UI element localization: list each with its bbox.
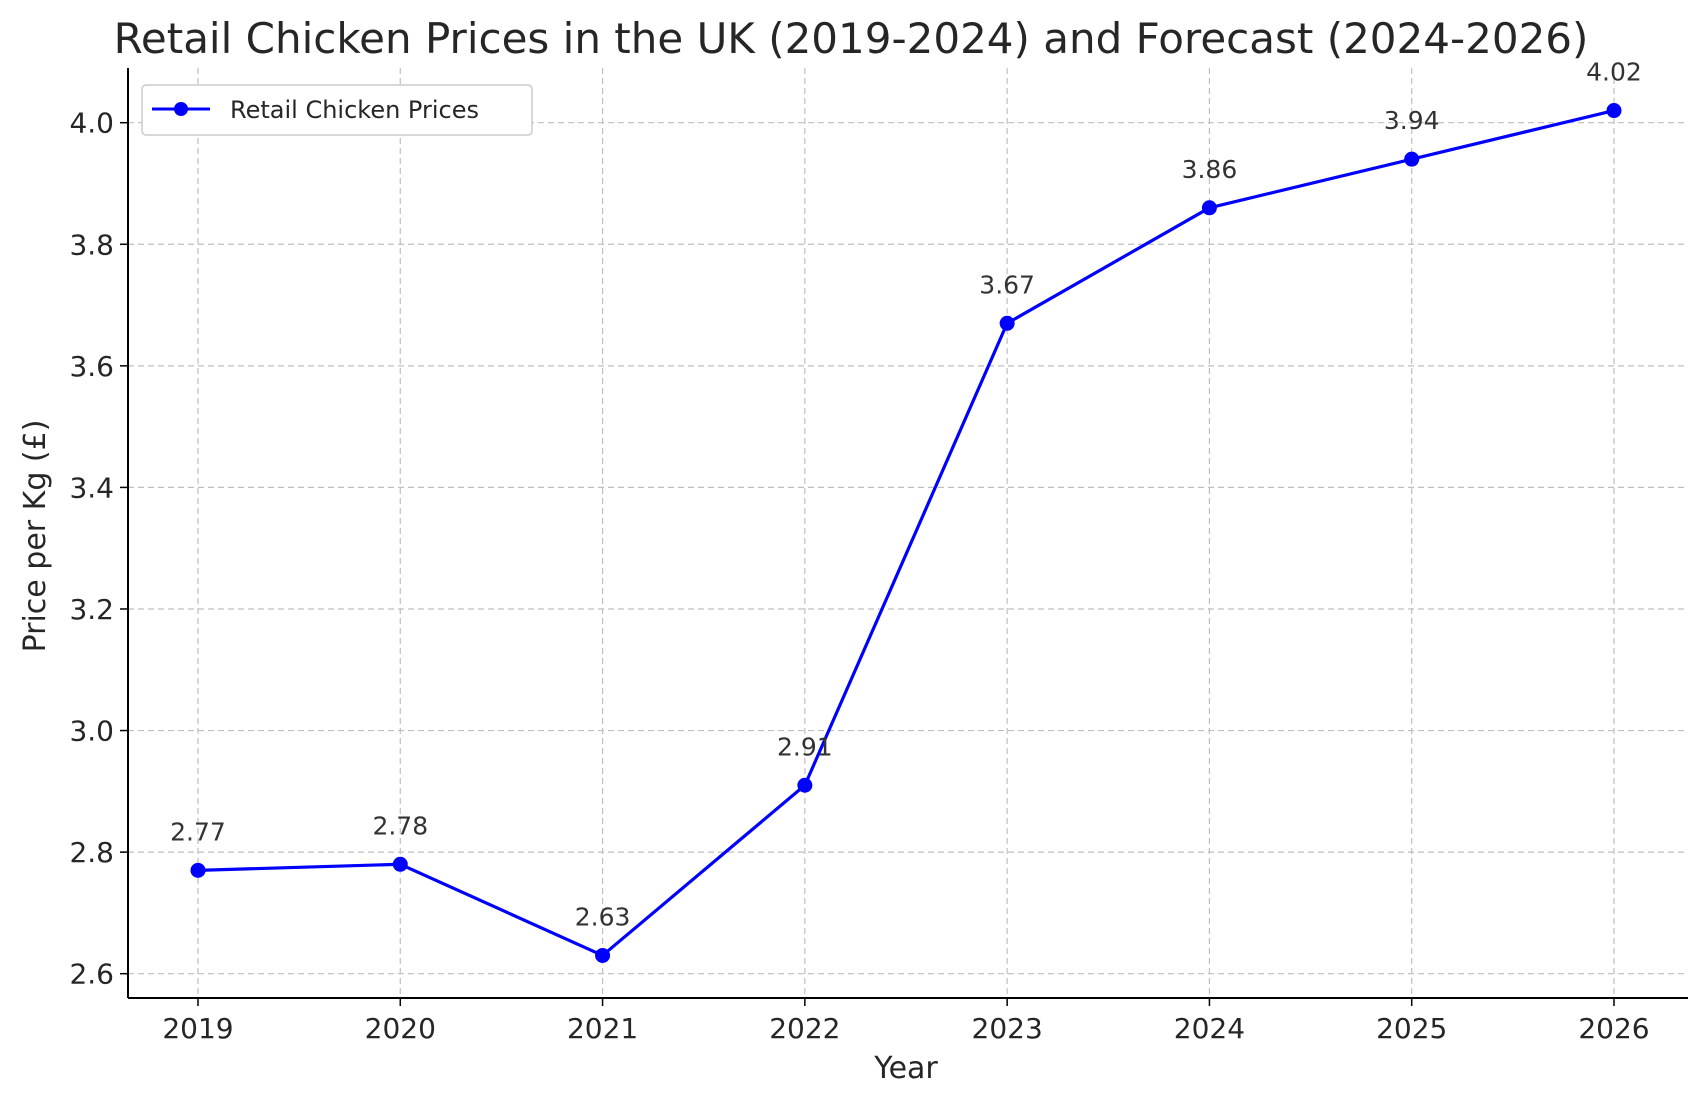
y-tick-label: 3.6 <box>69 350 114 383</box>
data-point <box>797 777 813 793</box>
legend-marker-swatch <box>174 102 188 116</box>
data-label: 3.94 <box>1384 106 1440 135</box>
data-label: 4.02 <box>1586 58 1642 87</box>
x-axis-label: Year <box>873 1051 938 1086</box>
x-tick-label: 2020 <box>365 1012 436 1045</box>
series <box>190 103 1622 963</box>
x-tick-label: 2024 <box>1174 1012 1245 1045</box>
data-labels: 2.77 2.78 2.63 2.91 3.67 3.86 3.94 4.02 <box>170 58 1642 932</box>
legend-label: Retail Chicken Prices <box>230 96 479 124</box>
y-tick-label: 4.0 <box>69 107 114 140</box>
x-tick-label: 2025 <box>1376 1012 1447 1045</box>
data-point <box>1606 103 1622 119</box>
data-label: 2.63 <box>575 902 631 931</box>
x-tick-label: 2022 <box>769 1012 840 1045</box>
y-tick-label: 3.0 <box>69 715 114 748</box>
legend-box <box>141 84 533 136</box>
data-label: 2.91 <box>777 732 833 761</box>
data-point <box>1201 200 1217 216</box>
y-tick-label: 3.2 <box>69 593 114 626</box>
data-point <box>1404 151 1420 167</box>
data-point <box>999 315 1015 331</box>
data-label: 3.67 <box>979 270 1035 299</box>
data-point <box>392 856 408 872</box>
data-label: 2.78 <box>372 811 428 840</box>
data-label: 3.86 <box>1182 155 1238 184</box>
y-tick-label: 2.6 <box>69 958 114 991</box>
axes <box>127 68 1688 999</box>
y-tick-label: 3.8 <box>69 228 114 261</box>
x-tick-label: 2021 <box>567 1012 638 1045</box>
data-label: 2.77 <box>170 817 226 846</box>
data-point <box>190 862 206 878</box>
chart-title: Retail Chicken Prices in the UK (2019-20… <box>114 14 1589 63</box>
legend: Retail Chicken Prices <box>141 84 533 136</box>
tick-labels: 2019 2020 2021 2022 2023 2024 2025 2026 2.6 2.8 3.… <box>69 107 1649 1045</box>
y-tick-label: 3.4 <box>69 471 114 504</box>
x-tick-label: 2023 <box>972 1012 1043 1045</box>
x-tick-label: 2026 <box>1578 1012 1649 1045</box>
series-line <box>197 108 1615 958</box>
y-tick-label: 2.8 <box>69 836 114 869</box>
x-tick-label: 2019 <box>162 1012 233 1045</box>
y-axis-label: Price per Kg (£) <box>18 420 53 653</box>
data-point <box>595 947 611 963</box>
grid <box>128 68 1688 998</box>
